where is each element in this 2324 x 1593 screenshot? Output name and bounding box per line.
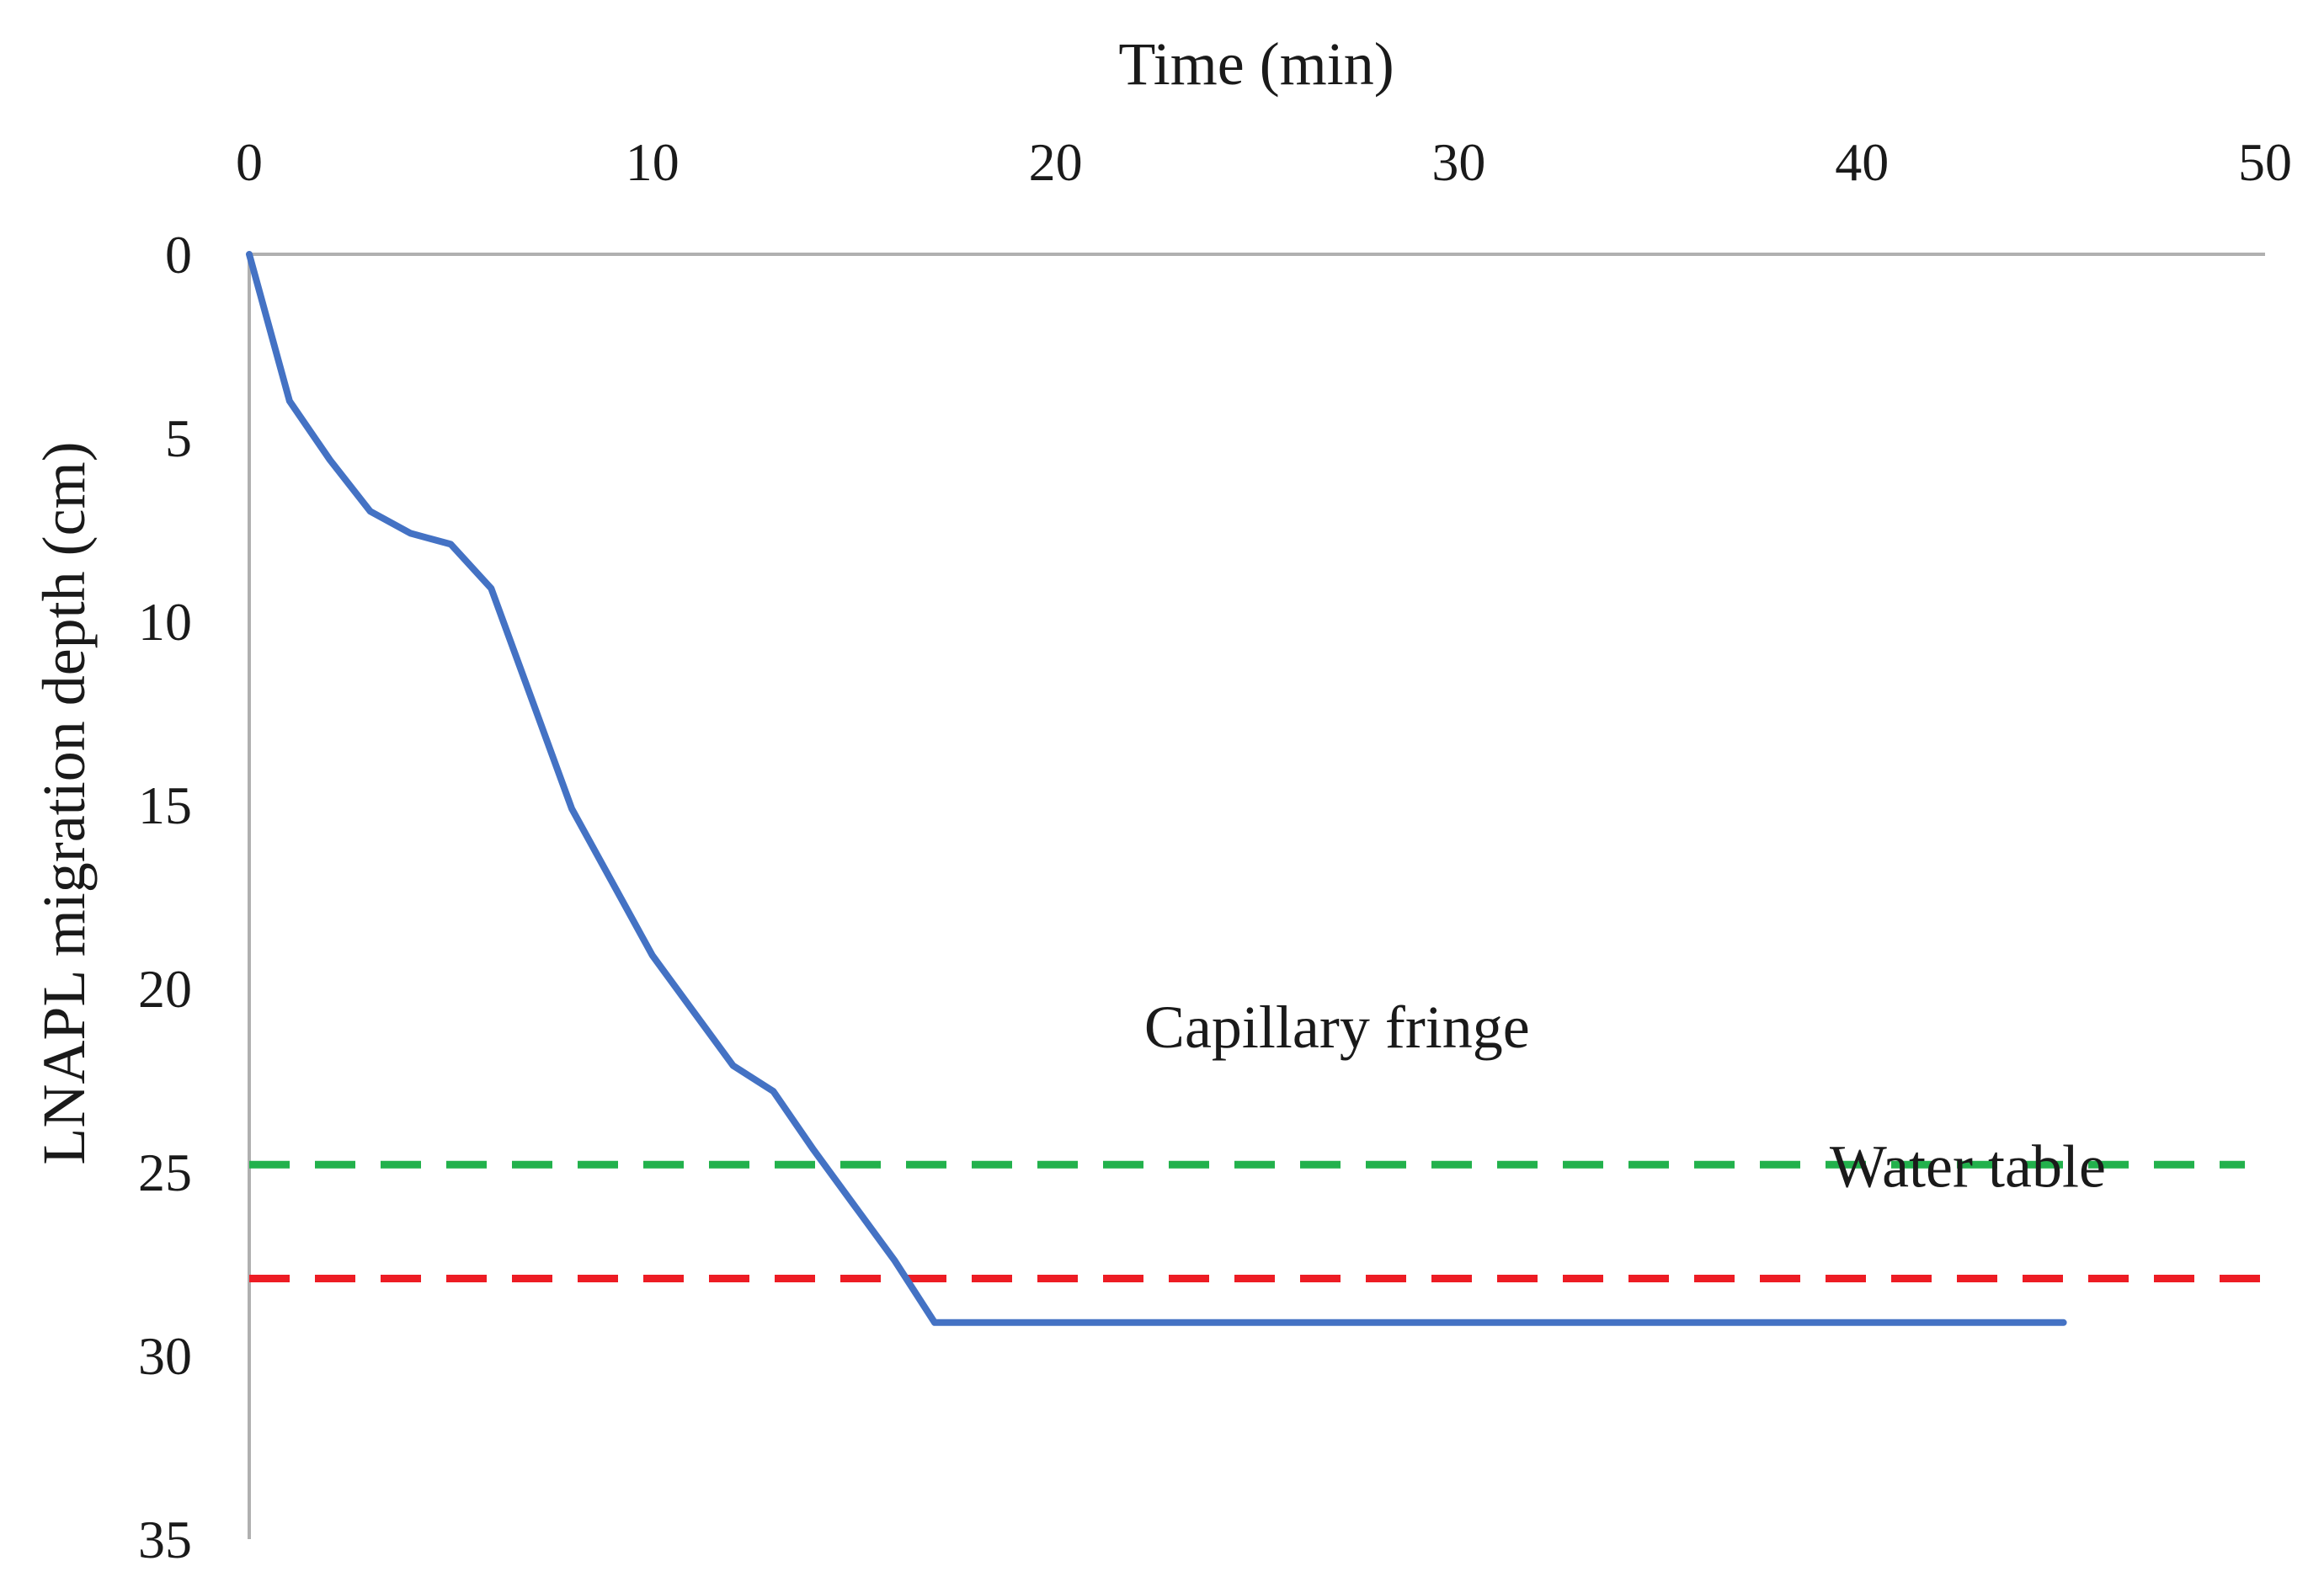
x-tick-label: 30 <box>1431 132 1485 192</box>
water-table-annotation: Water table <box>1830 1132 2106 1200</box>
x-tick-label: 10 <box>626 132 680 192</box>
y-tick-label: 20 <box>138 959 192 1019</box>
y-tick-label: 25 <box>138 1143 192 1202</box>
y-tick-label: 0 <box>165 225 192 285</box>
x-tick-label: 0 <box>236 132 263 192</box>
x-tick-label: 20 <box>1029 132 1083 192</box>
x-tick-label: 50 <box>2238 132 2292 192</box>
y-tick-label: 30 <box>138 1326 192 1386</box>
y-tick-label: 15 <box>138 775 192 835</box>
series-line <box>246 251 2067 1326</box>
y-tick-label: 35 <box>138 1510 192 1569</box>
capillary-fringe-annotation: Capillary fringe <box>1144 994 1530 1061</box>
y-axis-title: LNAPL migration depth (cm) <box>30 441 98 1164</box>
y-tick-label: 5 <box>165 408 192 468</box>
x-axis-title: Time (min) <box>1118 30 1394 98</box>
x-tick-label: 40 <box>1835 132 1889 192</box>
y-tick-label: 10 <box>138 592 192 652</box>
